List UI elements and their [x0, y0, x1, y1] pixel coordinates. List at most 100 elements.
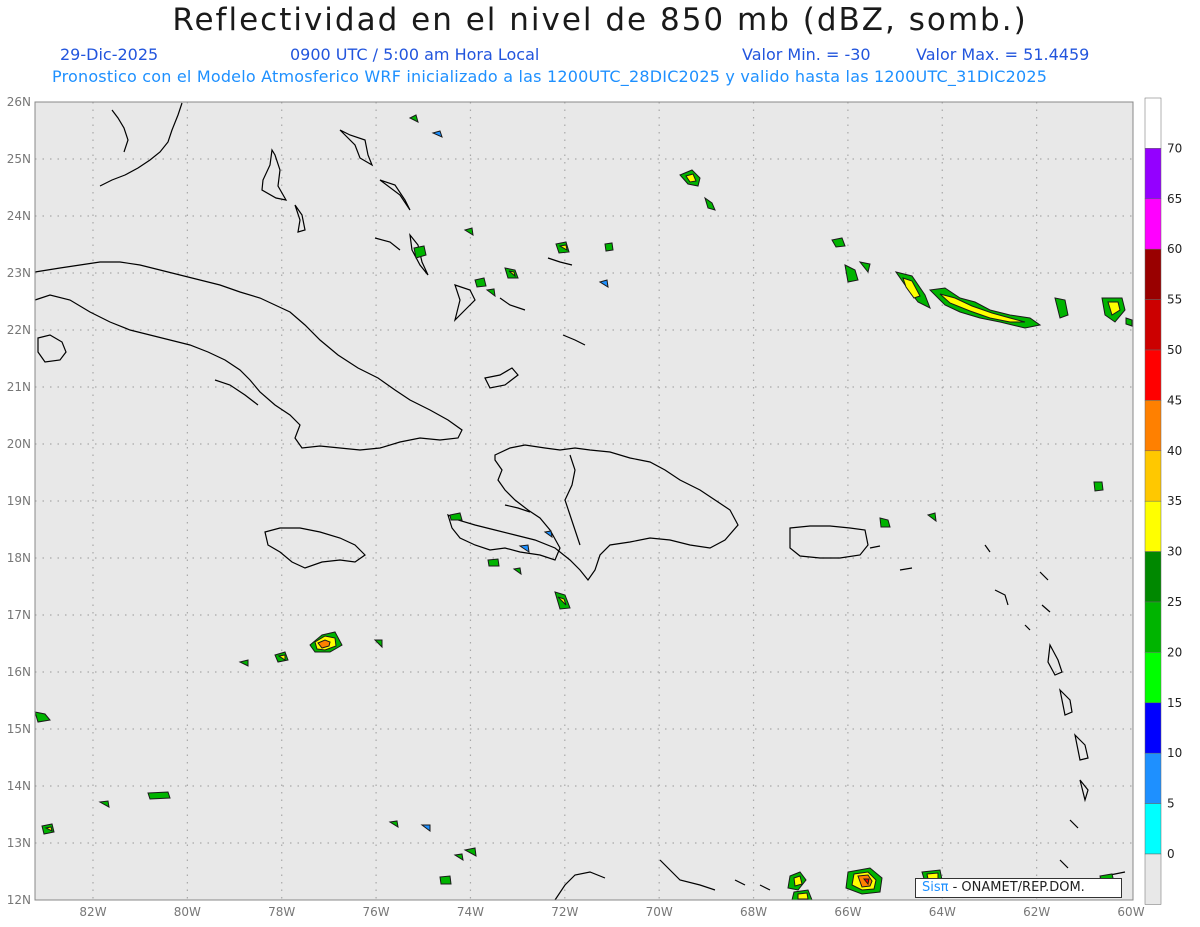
- reflectivity-cell: [928, 287, 1042, 329]
- lat-label: 14N: [7, 779, 31, 793]
- cuba-keys: [214, 379, 259, 406]
- island-antigua: [1039, 571, 1049, 581]
- reflectivity-cell: [508, 270, 516, 278]
- colorbar-swatch: [1144, 803, 1162, 855]
- reflectivity-cell: [557, 596, 567, 606]
- lat-label: 16N: [7, 665, 31, 679]
- reflectivity-cell: [1054, 297, 1069, 319]
- reflectivity-cell: [373, 639, 383, 649]
- sispi-logo: Sisπ: [922, 880, 949, 895]
- colorbar-label: 45: [1167, 393, 1182, 407]
- puerto-rico-coast: [789, 525, 869, 559]
- lon-label: 72W: [551, 905, 578, 919]
- south-america-coast-west: [554, 871, 606, 901]
- colorbar-label: 0: [1167, 847, 1175, 861]
- lat-label: 26N: [7, 95, 31, 109]
- lon-label: 74W: [457, 905, 484, 919]
- turks-coast: [547, 257, 573, 266]
- hispaniola-coast: [447, 444, 739, 582]
- vieques: [869, 545, 881, 549]
- lon-label: 82W: [79, 905, 106, 919]
- lat-label: 12N: [7, 893, 31, 907]
- colorbar-label: 70: [1167, 141, 1182, 155]
- reflectivity-cell: [598, 279, 609, 288]
- colorbar-swatch: [1144, 652, 1162, 704]
- reflectivity-cell: [485, 288, 496, 298]
- florida-west-coast: [111, 109, 129, 153]
- colorbar-label: 25: [1167, 595, 1182, 609]
- bahamas-island-south: [294, 204, 306, 233]
- colorbar-label: 55: [1167, 293, 1182, 307]
- lon-label: 68W: [740, 905, 767, 919]
- lon-label: 70W: [646, 905, 673, 919]
- colorbar-swatch: [1144, 853, 1162, 905]
- reflectivity-cell: [238, 659, 249, 667]
- jamaica-coast: [264, 527, 366, 569]
- lat-label: 21N: [7, 380, 31, 394]
- colorbar-label: 35: [1167, 494, 1182, 508]
- reflectivity-cell: [518, 544, 530, 554]
- island-guadeloupe: [1047, 643, 1063, 676]
- reflectivity-cell: [463, 847, 477, 857]
- forecast-time: 0900 UTC / 5:00 am Hora Local: [290, 45, 540, 64]
- reflectivity-cell: [543, 530, 553, 539]
- cuba-coast: [34, 261, 463, 451]
- exuma-cays: [374, 237, 401, 251]
- map-frame: [34, 101, 1134, 901]
- island-redonda: [1024, 624, 1031, 631]
- lon-label: 78W: [268, 905, 295, 919]
- isla-de-la-juventud: [37, 334, 67, 363]
- reflectivity-cell: [439, 875, 452, 885]
- reflectivity-cell: [449, 512, 463, 521]
- caicos-coast: [499, 297, 526, 311]
- reflectivity-cell: [413, 245, 427, 259]
- colorbar-swatch: [1144, 500, 1162, 552]
- colorbar-swatch: [1144, 450, 1162, 502]
- chart-title: Reflectividad en el nivel de 850 mb (dBZ…: [172, 2, 1028, 38]
- colorbar-label: 15: [1167, 696, 1182, 710]
- colorbar-label: 60: [1167, 242, 1182, 256]
- reflectivity-cell: [277, 654, 286, 661]
- colorbar-swatch: [1144, 752, 1162, 804]
- colorbar-label: 5: [1167, 797, 1175, 811]
- island-coast: [759, 884, 771, 891]
- reflectivity-cell: [474, 277, 487, 288]
- great-inagua: [453, 284, 476, 322]
- reflectivity-cell: [1107, 301, 1121, 316]
- reflectivity-cell: [939, 293, 1026, 323]
- colorbar-swatch: [1144, 601, 1162, 653]
- reflectivity-cell: [844, 264, 859, 283]
- bahamas-south-island: [484, 367, 519, 389]
- colorbar-label: 10: [1167, 746, 1182, 760]
- island-st-vincent: [1069, 819, 1079, 829]
- colorbar-swatch: [1144, 349, 1162, 401]
- lon-label: 76W: [363, 905, 390, 919]
- max-value: Valor Max. = 51.4459: [916, 45, 1090, 64]
- colorbar-label: 20: [1167, 645, 1182, 659]
- min-value: Valor Min. = -30: [742, 45, 871, 64]
- credit-box: Sisπ - ONAMET/REP.DOM.: [915, 878, 1122, 898]
- florida-coast: [99, 102, 183, 187]
- reflectivity-cell: [453, 853, 464, 862]
- reflectivity-cell: [388, 820, 399, 829]
- island-montserrat: [1041, 604, 1051, 613]
- lat-label: 13N: [7, 836, 31, 850]
- colorbar-label: 40: [1167, 444, 1182, 458]
- haiti-dr-border: [564, 454, 581, 546]
- gridlines: [35, 102, 1133, 900]
- reflectivity-cell: [685, 173, 697, 183]
- lat-label: 25N: [7, 152, 31, 166]
- colorbar-swatch: [1144, 198, 1162, 250]
- island-grenada: [1059, 859, 1069, 869]
- lat-label: 15N: [7, 722, 31, 736]
- lat-label: 24N: [7, 209, 31, 223]
- reflectivity-cell: [317, 639, 331, 649]
- reflectivity-cell: [431, 130, 443, 138]
- long-island: [409, 232, 429, 276]
- colorbar-label: 65: [1167, 192, 1182, 206]
- island-dominica: [1059, 688, 1073, 716]
- colorbar-label: 30: [1167, 545, 1182, 559]
- lat-label: 20N: [7, 437, 31, 451]
